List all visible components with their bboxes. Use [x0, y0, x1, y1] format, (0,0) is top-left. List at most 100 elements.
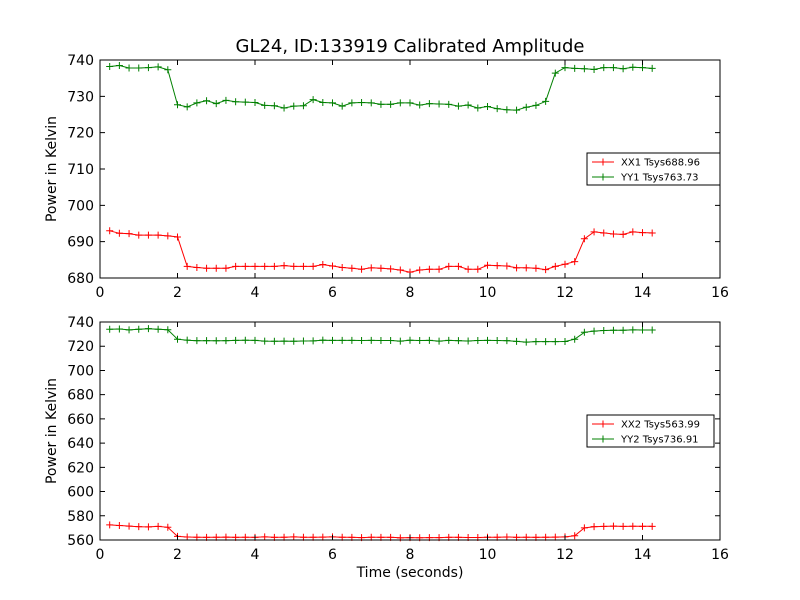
data-point	[348, 99, 356, 107]
data-point	[290, 337, 298, 345]
x-tick-label: 2	[173, 547, 182, 563]
data-point	[154, 325, 162, 333]
data-point	[387, 100, 395, 108]
data-point	[367, 99, 375, 107]
data-point	[251, 336, 259, 344]
data-point	[445, 100, 453, 108]
data-point	[115, 325, 123, 333]
data-point	[135, 231, 143, 239]
y-tick-label: 620	[67, 460, 94, 476]
x-tick-label: 4	[251, 547, 260, 563]
data-point	[522, 103, 530, 111]
y-tick-label: 720	[67, 339, 94, 355]
data-point	[367, 336, 375, 344]
x-tick-label: 8	[406, 285, 415, 301]
data-point	[639, 522, 646, 530]
data-point	[561, 337, 569, 345]
data-point	[493, 105, 501, 113]
x-tick-label: 12	[556, 547, 574, 563]
y-tick-label: 600	[67, 485, 94, 501]
data-point	[609, 230, 617, 238]
data-point	[212, 337, 220, 345]
y-tick-label: 740	[67, 315, 94, 331]
data-point	[193, 337, 201, 345]
data-point	[629, 326, 637, 334]
data-point	[571, 258, 579, 266]
x-tick-label: 10	[479, 547, 497, 563]
data-point	[183, 103, 191, 111]
data-point	[222, 96, 230, 104]
data-point	[144, 231, 152, 239]
data-point	[425, 336, 433, 344]
data-point	[270, 262, 278, 270]
data-point	[464, 101, 472, 109]
data-point	[183, 336, 191, 344]
data-point	[338, 263, 346, 271]
data-point	[115, 61, 123, 69]
data-point	[532, 338, 540, 346]
data-point	[639, 326, 646, 334]
data-point	[445, 336, 453, 344]
data-point	[532, 101, 540, 109]
data-point	[609, 64, 617, 72]
data-point	[125, 326, 133, 334]
x-tick-label: 14	[634, 547, 652, 563]
data-point	[338, 336, 346, 344]
legend-swatch	[592, 420, 614, 428]
data-point	[299, 337, 307, 345]
data-point	[309, 337, 317, 345]
data-point	[396, 337, 404, 345]
data-point	[639, 229, 646, 237]
data-point	[542, 97, 550, 105]
data-point	[319, 533, 327, 541]
data-point	[639, 64, 646, 72]
top-y-axis-label: Power in Kelvin	[44, 116, 60, 222]
data-point	[154, 63, 162, 71]
data-point	[503, 533, 511, 541]
y-tick-label: 730	[67, 89, 94, 105]
data-point	[387, 337, 395, 345]
data-point	[629, 63, 637, 71]
bottom-y-axis-label: Power in Kelvin	[44, 378, 60, 484]
data-point	[338, 102, 346, 110]
data-point	[222, 337, 230, 345]
data-point	[493, 262, 501, 270]
data-point	[619, 230, 627, 238]
legend-label: YY1 Tsys763.73	[620, 173, 699, 184]
data-point	[106, 325, 114, 333]
data-point	[474, 337, 482, 345]
data-point	[406, 336, 414, 344]
data-point	[358, 265, 366, 273]
data-point	[183, 533, 191, 541]
data-point	[600, 64, 608, 72]
data-point	[377, 100, 385, 108]
y-tick-label: 680	[67, 388, 94, 404]
x-tick-label: 16	[711, 285, 729, 301]
data-point	[241, 98, 249, 106]
y-tick-label: 700	[67, 198, 94, 214]
data-point	[319, 336, 327, 344]
data-point	[522, 264, 530, 272]
data-point	[464, 265, 472, 273]
data-point	[648, 229, 656, 237]
data-point	[435, 265, 443, 273]
data-point	[348, 336, 356, 344]
data-point	[212, 264, 220, 272]
data-point	[484, 336, 491, 344]
data-point	[290, 262, 298, 270]
data-point	[135, 64, 143, 72]
x-tick-label: 12	[556, 285, 574, 301]
data-point	[619, 326, 627, 334]
data-point	[609, 326, 617, 334]
legend-swatch	[592, 158, 614, 166]
legend-box	[586, 414, 715, 448]
data-point	[377, 337, 385, 345]
data-point	[329, 262, 336, 270]
data-point	[232, 262, 240, 270]
x-tick-label: 16	[711, 547, 729, 563]
legend-box	[586, 152, 721, 186]
data-point	[193, 263, 201, 271]
data-point	[270, 337, 278, 345]
